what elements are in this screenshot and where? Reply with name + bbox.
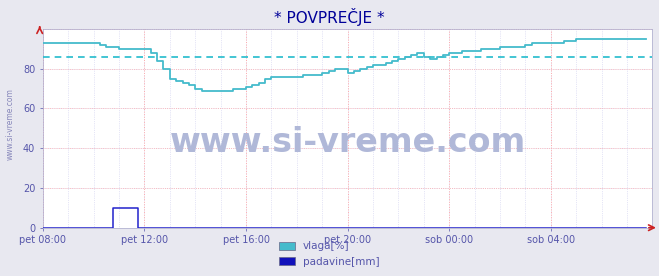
- Legend: vlaga[%], padavine[mm]: vlaga[%], padavine[mm]: [275, 237, 384, 271]
- Text: www.si-vreme.com: www.si-vreme.com: [169, 126, 526, 159]
- Text: www.si-vreme.com: www.si-vreme.com: [5, 88, 14, 160]
- Text: * POVPREČJE *: * POVPREČJE *: [274, 8, 385, 26]
